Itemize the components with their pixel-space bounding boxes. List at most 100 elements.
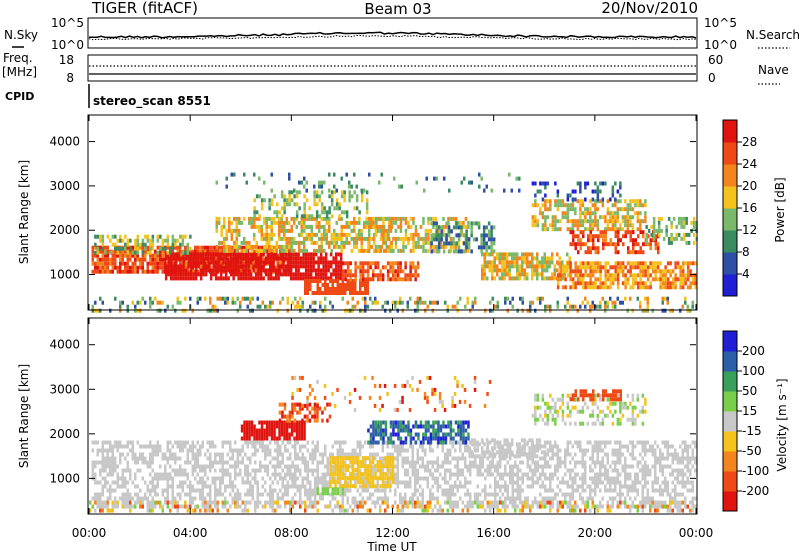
- data-cell: [569, 285, 572, 290]
- data-cell: [440, 229, 443, 234]
- data-cell: [499, 484, 502, 489]
- data-cell: [171, 234, 175, 239]
- data-cell: [94, 265, 97, 270]
- data-cell: [636, 281, 640, 286]
- data-cell: [363, 236, 366, 241]
- data-cell: [572, 230, 575, 235]
- data-cell: [566, 215, 570, 220]
- data-cell: [503, 260, 506, 265]
- data-cell: [361, 265, 365, 270]
- data-cell: [294, 452, 297, 457]
- data-cell: [204, 464, 207, 469]
- data-cell: [691, 304, 694, 309]
- data-cell: [379, 504, 382, 509]
- data-cell: [209, 252, 213, 257]
- data-cell: [619, 199, 622, 204]
- data-cell: [465, 233, 468, 238]
- data-cell: [250, 244, 253, 249]
- data-cell: [235, 232, 238, 237]
- data-cell: [374, 232, 378, 237]
- data-cell: [340, 210, 344, 215]
- data-cell: [516, 252, 519, 257]
- data-cell: [437, 225, 441, 230]
- data-cell: [166, 492, 169, 497]
- data-cell: [666, 281, 670, 286]
- data-cell: [268, 236, 271, 241]
- data-cell: [91, 440, 94, 445]
- data-cell: [506, 268, 509, 273]
- data-cell: [341, 452, 344, 457]
- data-cell: [449, 468, 452, 473]
- data-cell: [416, 308, 419, 313]
- data-cell: [686, 265, 690, 270]
- data-cell: [486, 472, 489, 477]
- data-cell: [111, 265, 114, 270]
- data-cell: [670, 240, 673, 245]
- data-cell: [176, 472, 179, 477]
- data-cell: [260, 198, 264, 203]
- data-cell: [259, 500, 262, 505]
- data-cell: [549, 207, 552, 212]
- data-cell: [96, 460, 99, 465]
- data-cell: [566, 219, 570, 224]
- data-cell: [614, 242, 617, 247]
- data-cell: [479, 468, 482, 473]
- data-cell: [430, 241, 433, 246]
- data-cell: [177, 264, 180, 269]
- data-cell: [449, 236, 453, 241]
- data-cell: [249, 276, 253, 281]
- data-cell: [404, 228, 408, 233]
- data-cell: [334, 268, 338, 273]
- nsearch-tick-bottom: 10^0: [704, 38, 737, 52]
- data-cell: [209, 272, 213, 277]
- data-cell: [268, 244, 271, 249]
- data-cell: [440, 237, 443, 242]
- nave-tick-top: 60: [708, 53, 723, 67]
- data-cell: [119, 460, 122, 465]
- data-cell: [454, 500, 457, 505]
- data-cell: [182, 264, 185, 269]
- data-cell: [493, 264, 496, 269]
- data-cell: [249, 440, 252, 445]
- data-cell: [214, 460, 217, 465]
- data-cell: [196, 456, 199, 461]
- data-cell: [309, 256, 313, 261]
- data-cell: [141, 250, 145, 255]
- data-cell: [149, 492, 152, 497]
- data-cell: [149, 304, 152, 309]
- data-cell: [291, 300, 294, 305]
- data-cell: [331, 444, 334, 449]
- data-cell: [396, 480, 399, 485]
- data-cell: [329, 291, 332, 295]
- data-cell: [245, 240, 248, 245]
- data-cell: [380, 224, 383, 229]
- data-cell: [314, 444, 317, 449]
- data-cell: [326, 468, 329, 473]
- data-cell: [361, 296, 364, 301]
- data-cell: [439, 244, 443, 249]
- data-cell: [174, 260, 178, 265]
- data-cell: [194, 452, 197, 457]
- data-cell: [320, 224, 323, 229]
- data-cell: [544, 215, 547, 220]
- data-cell: [609, 296, 612, 301]
- data-cell: [366, 283, 369, 287]
- data-cell: [379, 488, 382, 493]
- data-cell: [437, 249, 441, 254]
- data-cell: [646, 308, 649, 313]
- data-cell: [289, 452, 292, 457]
- data-cell: [161, 456, 164, 461]
- data-cell: [506, 484, 509, 489]
- data-cell: [320, 206, 324, 211]
- data-cell: [314, 496, 317, 501]
- data-cell: [431, 300, 434, 305]
- data-cell: [199, 296, 202, 301]
- data-cell: [574, 223, 577, 228]
- data-cell: [589, 273, 592, 278]
- data-cell: [349, 273, 352, 278]
- data-cell: [272, 260, 275, 265]
- data-cell: [396, 464, 399, 469]
- data-cell: [201, 500, 204, 505]
- data-cell: [171, 242, 175, 247]
